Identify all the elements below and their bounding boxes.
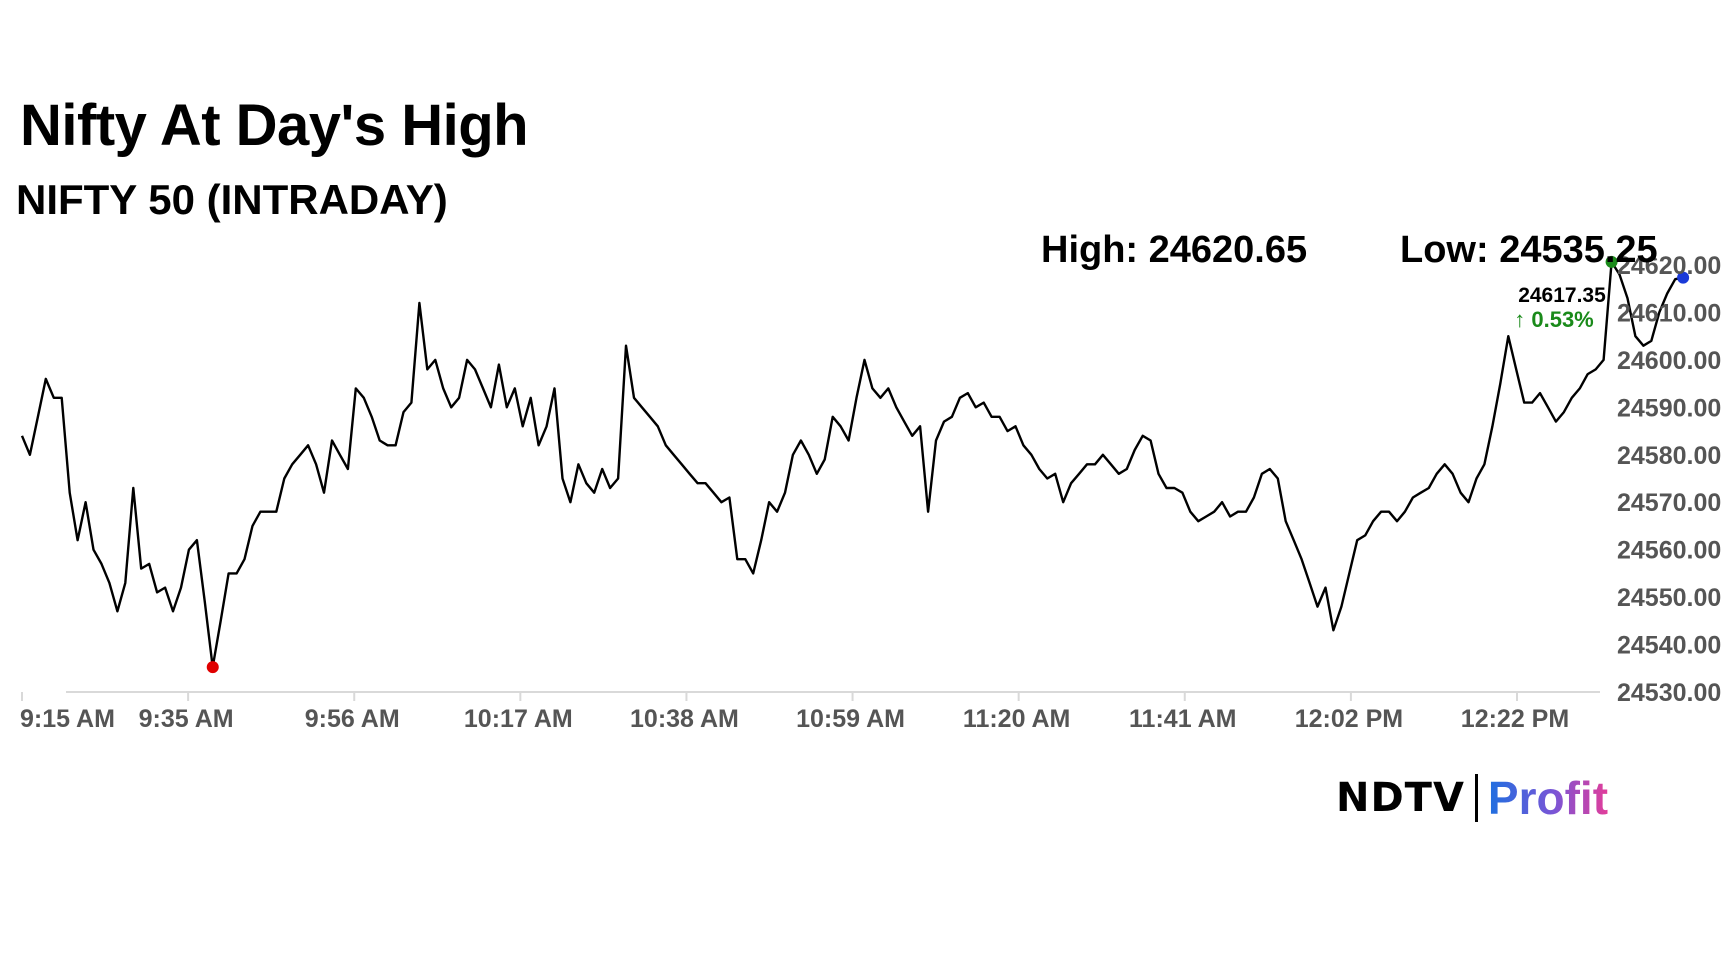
x-tick-label: 12:22 PM bbox=[1461, 705, 1569, 733]
y-tick-label: 24580.00 bbox=[1617, 442, 1721, 470]
y-tick-label: 24590.00 bbox=[1617, 394, 1721, 422]
day-low-marker bbox=[206, 661, 219, 674]
x-tick-label: 9:35 AM bbox=[139, 705, 234, 733]
logo-profit-wordmark: Profit bbox=[1487, 772, 1609, 824]
chart-title: Nifty At Day's High bbox=[20, 93, 529, 158]
y-tick-label: 24610.00 bbox=[1617, 299, 1721, 327]
x-tick-label: 10:59 AM bbox=[796, 705, 905, 733]
x-tick-label: 9:15 AM bbox=[20, 705, 115, 733]
x-tick-label: 11:20 AM bbox=[963, 705, 1070, 733]
y-tick-labels: 24530.00 24540.00 24550.00 24560.00 24570.00… bbox=[1617, 252, 1721, 707]
y-tick-label: 24600.00 bbox=[1617, 347, 1721, 375]
y-tick-label: 24550.00 bbox=[1617, 584, 1721, 612]
day-low-stat: Low: 24535.25 bbox=[1400, 229, 1658, 271]
y-tick-label: 24540.00 bbox=[1617, 632, 1721, 660]
day-high-stat: High: 24620.65 bbox=[1041, 229, 1308, 271]
x-tick-label: 10:38 AM bbox=[630, 705, 739, 733]
y-tick-label: 24530.00 bbox=[1617, 679, 1721, 707]
logo-ndtv-wordmark: NDTV bbox=[1336, 775, 1465, 821]
x-tick-label: 11:41 AM bbox=[1129, 705, 1236, 733]
markers bbox=[206, 255, 1690, 674]
ndtv-profit-logo: NDTV Profit bbox=[1336, 770, 1608, 826]
x-tick-label: 9:56 AM bbox=[305, 705, 400, 733]
last-price-label: 24617.35 bbox=[1518, 284, 1606, 307]
y-tick-label: 24570.00 bbox=[1617, 489, 1721, 517]
x-tick-label: 12:02 PM bbox=[1295, 705, 1403, 733]
y-tick-label: 24620.00 bbox=[1617, 252, 1721, 280]
logo-separator bbox=[1474, 774, 1478, 822]
y-tick-label: 24560.00 bbox=[1617, 537, 1721, 565]
axes bbox=[21, 691, 1600, 701]
chart-subtitle: NIFTY 50 (INTRADAY) bbox=[16, 176, 448, 223]
day-high-marker bbox=[1605, 255, 1618, 268]
last-price-marker bbox=[1677, 271, 1690, 284]
last-change-label: ↑ 0.53% bbox=[1514, 307, 1594, 332]
x-tick-labels: 9:15 AM 9:35 AM 9:56 AM 10:17 AM 10:38 AM 10:… bbox=[20, 705, 1569, 733]
price-line bbox=[20, 260, 1684, 669]
x-tick-label: 10:17 AM bbox=[464, 705, 573, 733]
